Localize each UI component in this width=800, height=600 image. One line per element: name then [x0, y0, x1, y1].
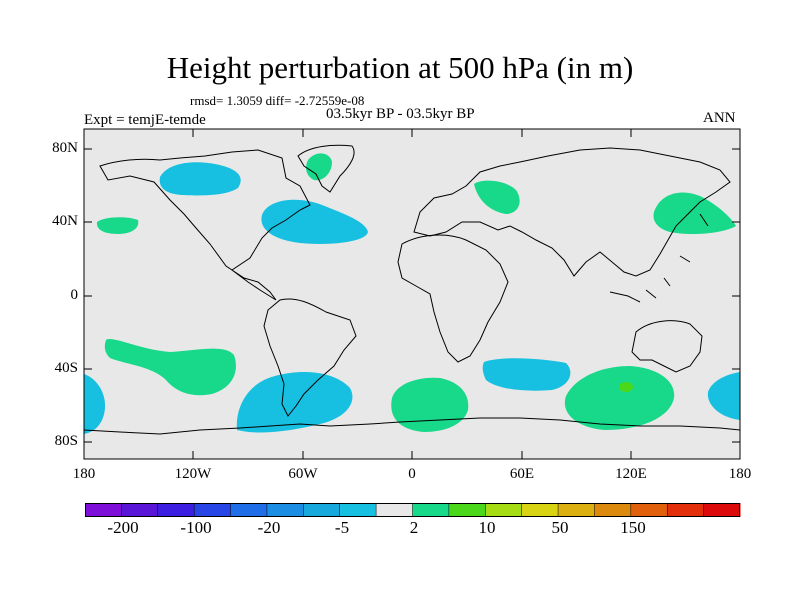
- colorbar-swatch: [412, 503, 450, 517]
- y-tick-label: 80N: [52, 140, 78, 156]
- chart-title: Height perturbation at 500 hPa (in m): [166, 50, 634, 85]
- colorbar-label: 2: [409, 518, 419, 537]
- colorbar-swatch: [85, 503, 122, 517]
- field-positive-greenland: [306, 153, 332, 181]
- season-label: ANN: [703, 110, 736, 126]
- field-positive-japan: [653, 192, 736, 234]
- colorbar-label: 10: [478, 518, 496, 537]
- field-negative-south-pacific-east: [707, 372, 740, 420]
- map-frame: [83, 128, 741, 460]
- coast-africa: [397, 234, 509, 363]
- coast-south-america: [263, 298, 357, 417]
- y-tick-label: 40N: [52, 213, 78, 229]
- colorbar-swatch: [194, 503, 232, 517]
- y-tick-label: 0: [70, 287, 79, 303]
- field-positive-south-pacific: [104, 338, 236, 396]
- colorbar-label: -200: [107, 518, 139, 537]
- coast-australia: [631, 320, 703, 373]
- coastlines: [83, 144, 741, 435]
- field-positive-south-indian-core: [619, 382, 633, 392]
- field-positive-south-indian-ocean: [564, 366, 675, 430]
- x-tick-label: 0: [408, 466, 416, 482]
- field-negative-canada: [159, 162, 241, 196]
- y-tick-label: 40S: [54, 360, 78, 376]
- x-tick-label: 180: [728, 466, 752, 482]
- period-label: 03.5kyr BP - 03.5kyr BP: [326, 106, 475, 122]
- colorbar-label: -100: [180, 518, 212, 537]
- colorbar-label: 50: [551, 518, 569, 537]
- coast-antarctica: [83, 417, 741, 435]
- colorbar-swatch: [630, 503, 668, 517]
- field-negative-south-pacific-west: [84, 374, 106, 434]
- field-negative-south-indian: [482, 358, 571, 391]
- coast-europe-asia: [413, 147, 731, 277]
- field-negative-south-america: [236, 372, 353, 433]
- coast-greenland: [297, 144, 355, 193]
- colorbar-swatch: [157, 503, 195, 517]
- x-tick-label: 60E: [509, 466, 535, 482]
- colorbar-label: -20: [257, 518, 281, 537]
- colorbar-swatch: [703, 503, 741, 517]
- colorbar-swatch: [339, 503, 377, 517]
- colorbar-swatch: [303, 503, 341, 517]
- colorbar-swatch: [521, 503, 559, 517]
- colorbar-swatch: [448, 503, 486, 517]
- colorbar-swatch: [121, 503, 159, 517]
- colorbar-label: -5: [334, 518, 350, 537]
- colorbar-swatch: [266, 503, 304, 517]
- colorbar-label: 150: [620, 518, 646, 537]
- field-positive-south-atlantic: [391, 377, 469, 432]
- coast-asia-islands: [609, 213, 709, 303]
- y-tick-label: 80S: [54, 433, 78, 449]
- x-tick-label: 120W: [174, 466, 212, 482]
- x-tick-label: 60W: [288, 466, 318, 482]
- experiment-label: Expt = temjE-temde: [84, 112, 206, 128]
- field-positive-europe: [474, 180, 520, 214]
- colorbar-swatch: [376, 503, 413, 517]
- coast-north-america: [99, 149, 311, 301]
- colorbar-swatch: [594, 503, 632, 517]
- colorbar: [85, 503, 741, 517]
- colorbar-swatch: [558, 503, 595, 517]
- field-positive-north-pacific: [96, 217, 139, 234]
- colorbar-swatch: [485, 503, 523, 517]
- colorbar-swatch: [667, 503, 705, 517]
- x-tick-label: 180: [72, 466, 96, 482]
- x-tick-label: 120E: [615, 466, 647, 482]
- stats-line: rmsd= 1.3059 diff= -2.72559e-08: [190, 93, 365, 108]
- colorbar-swatch: [230, 503, 268, 517]
- field-negative-north-atlantic: [261, 199, 368, 244]
